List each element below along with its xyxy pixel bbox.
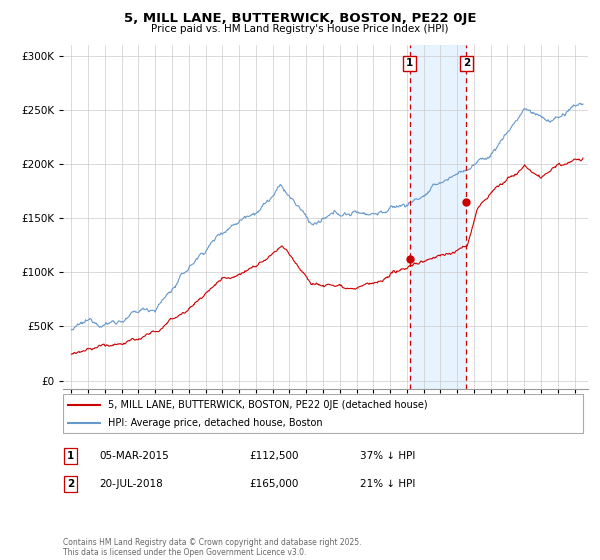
Text: 37% ↓ HPI: 37% ↓ HPI bbox=[360, 451, 415, 461]
Text: 2: 2 bbox=[67, 479, 74, 489]
FancyBboxPatch shape bbox=[63, 394, 583, 433]
Text: Contains HM Land Registry data © Crown copyright and database right 2025.
This d: Contains HM Land Registry data © Crown c… bbox=[63, 538, 361, 557]
Text: 2: 2 bbox=[463, 58, 470, 68]
Text: 20-JUL-2018: 20-JUL-2018 bbox=[99, 479, 163, 489]
Text: 5, MILL LANE, BUTTERWICK, BOSTON, PE22 0JE (detached house): 5, MILL LANE, BUTTERWICK, BOSTON, PE22 0… bbox=[107, 400, 427, 410]
Bar bbox=[410, 45, 466, 389]
Text: £112,500: £112,500 bbox=[249, 451, 299, 461]
Text: £165,000: £165,000 bbox=[249, 479, 298, 489]
Text: HPI: Average price, detached house, Boston: HPI: Average price, detached house, Bost… bbox=[107, 418, 322, 428]
Text: 5, MILL LANE, BUTTERWICK, BOSTON, PE22 0JE: 5, MILL LANE, BUTTERWICK, BOSTON, PE22 0… bbox=[124, 12, 476, 25]
Text: 1: 1 bbox=[406, 58, 413, 68]
Text: 1: 1 bbox=[67, 451, 74, 461]
Text: 21% ↓ HPI: 21% ↓ HPI bbox=[360, 479, 415, 489]
Text: 05-MAR-2015: 05-MAR-2015 bbox=[99, 451, 169, 461]
Text: Price paid vs. HM Land Registry's House Price Index (HPI): Price paid vs. HM Land Registry's House … bbox=[151, 24, 449, 34]
